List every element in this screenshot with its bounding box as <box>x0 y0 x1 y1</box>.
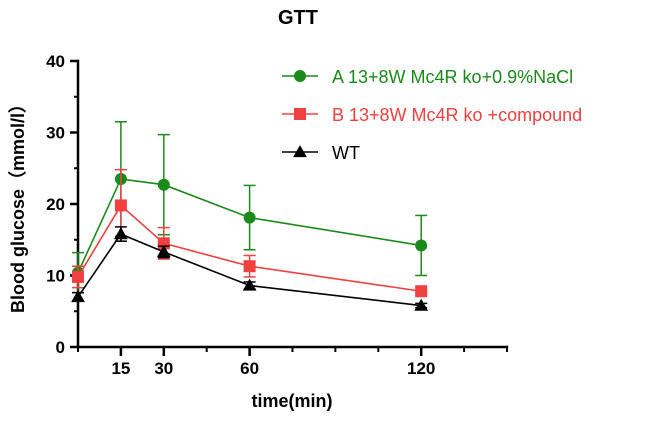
legend-marker <box>294 108 306 120</box>
data-point <box>243 260 256 273</box>
data-point <box>157 178 170 191</box>
data-point <box>71 290 85 303</box>
data-point <box>114 199 127 212</box>
y-tick-label: 30 <box>46 124 65 143</box>
data-point <box>156 245 171 258</box>
legend-label: A 13+8W Mc4R ko+0.9%NaCl <box>332 67 573 87</box>
legend-item-3: WT <box>282 143 360 163</box>
x-tick-label: 30 <box>154 359 173 378</box>
y-tick-label: 0 <box>56 338 65 357</box>
x-axis-label: time(min) <box>252 391 333 411</box>
data-point <box>415 239 428 252</box>
series-3 <box>71 226 429 311</box>
y-axis-label: Blood glucose（mmol/l） <box>8 95 28 313</box>
legend-marker <box>294 70 306 82</box>
x-tick-label: 60 <box>240 359 259 378</box>
data-point <box>242 278 257 291</box>
legend: A 13+8W Mc4R ko+0.9%NaCl B 13+8W Mc4R ko … <box>282 67 582 163</box>
x-tick-label: 120 <box>407 359 435 378</box>
data-point <box>72 270 84 283</box>
legend-marker <box>293 145 307 158</box>
data-point <box>414 298 429 311</box>
data-point <box>114 227 128 240</box>
y-tick-label: 10 <box>46 267 65 286</box>
axes: 0 10 20 30 40 15 30 60 120 <box>46 52 509 378</box>
legend-label: WT <box>332 143 360 163</box>
legend-item-1: A 13+8W Mc4R ko+0.9%NaCl <box>282 67 573 87</box>
series-layer <box>71 121 429 311</box>
y-tick-label: 20 <box>46 195 65 214</box>
x-tick-label: 15 <box>111 359 130 378</box>
data-point <box>243 211 256 224</box>
data-point <box>415 285 428 298</box>
series-2 <box>72 168 428 298</box>
legend-item-2: B 13+8W Mc4R ko +compound <box>282 105 582 125</box>
chart-title: GTT <box>278 7 318 29</box>
y-tick-label: 40 <box>46 52 65 71</box>
legend-label: B 13+8W Mc4R ko +compound <box>332 105 582 125</box>
